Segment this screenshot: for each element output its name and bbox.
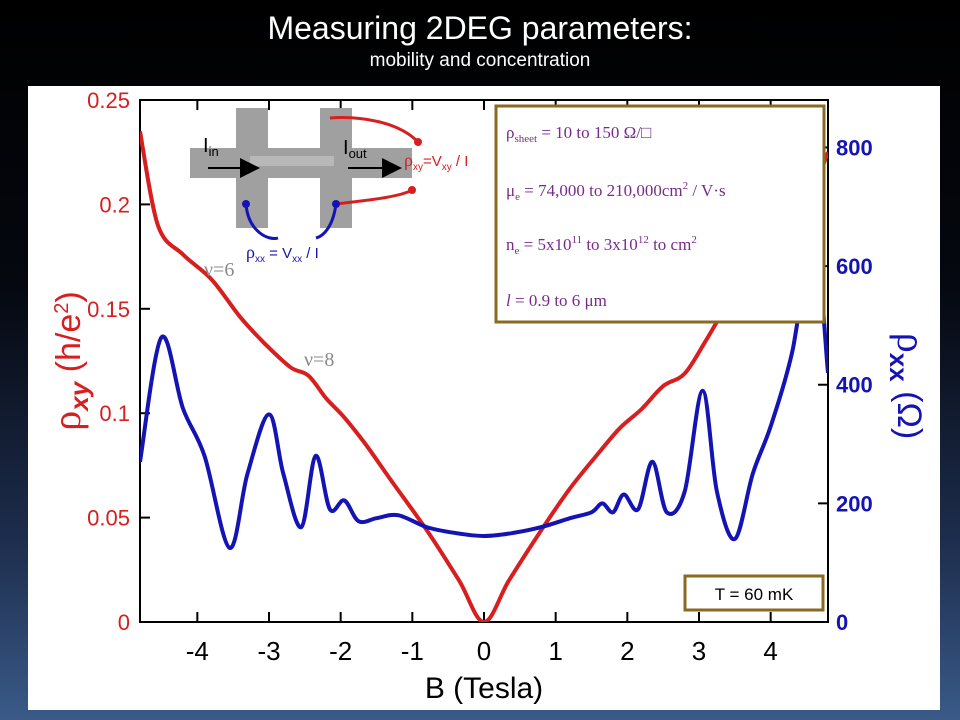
hall-bar-schematic: Iin Iout ρxy=Vxy / I ρxx = Vxx / I: [190, 108, 468, 265]
slide-subtitle: mobility and concentration: [369, 50, 591, 71]
y-tick-label-left-4: 0.2: [99, 192, 130, 217]
figure-panel: -4 -3 -2 -1 0 1 2 3 4 0 0.05 0.1 0.15 0.2 0.25 0 200 400 6…: [28, 86, 940, 710]
y-tick-label-right-4: 800: [836, 135, 873, 160]
i-out-label: Iout: [343, 137, 367, 161]
chart-svg: -4 -3 -2 -1 0 1 2 3 4 0 0.05 0.1 0.15 0.2 0.25 0 200 400 6…: [44, 88, 934, 705]
x-tick-label-7: 3: [692, 636, 706, 666]
y-tick-label-right-2: 400: [836, 373, 873, 398]
x-tick-label-1: -3: [257, 636, 280, 666]
x-tick-label-0: -4: [186, 636, 209, 666]
y-tick-label-right-3: 600: [836, 254, 873, 279]
tick-labels: -4 -3 -2 -1 0 1 2 3 4 0 0.05 0.1 0.15 0.2 0.25 0 200 400 6…: [87, 88, 873, 666]
temperature-box: T = 60 mK: [683, 574, 825, 612]
x-tick-label-2: -2: [329, 636, 352, 666]
param-sheet-resistance: ρsheet = 10 to 150 Ω/□: [506, 123, 651, 145]
y-tick-label-left-2: 0.1: [99, 401, 130, 426]
x-tick-label-3: -1: [401, 636, 424, 666]
y-tick-label-left-5: 0.25: [87, 88, 130, 113]
y-tick-label-left-0: 0: [118, 610, 130, 635]
nu6-annotation: ν=6: [204, 259, 234, 281]
nu8-annotation: ν=8: [304, 349, 334, 371]
y-axis-label-right: ρxx (Ω): [884, 333, 934, 439]
y-tick-label-left-3: 0.15: [87, 297, 130, 322]
x-axis-label: B (Tesla): [425, 672, 543, 705]
rho-xy-curve: [140, 130, 828, 622]
parameters-box: ρsheet = 10 to 150 Ω/□ μe = 74,000 to 21…: [494, 104, 826, 324]
x-tick-label-8: 4: [763, 636, 777, 666]
rho-xy-definition: ρxy=Vxy / I: [404, 150, 468, 173]
rho-xx-curve: [140, 234, 828, 550]
y-axis-label-left: ρxy (h/e2): [44, 291, 94, 430]
series-layer: [140, 130, 828, 622]
param-mobility: μe = 74,000 to 210,000cm2 / V·s: [506, 180, 726, 203]
temperature-label: T = 60 mK: [715, 585, 794, 604]
slide-title: Measuring 2DEG parameters:: [267, 10, 693, 46]
param-mean-free-path: l = 0.9 to 6 μm: [506, 291, 607, 310]
x-tick-label-5: 1: [548, 636, 562, 666]
y-tick-label-left-1: 0.05: [87, 506, 130, 531]
param-concentration: ne = 5x1011 to 3x1012 to cm2: [506, 234, 697, 257]
rho-xx-definition: ρxx = Vxx / I: [246, 242, 319, 265]
x-tick-label-4: 0: [477, 636, 491, 666]
y-tick-label-right-1: 200: [836, 491, 873, 516]
i-in-label: Iin: [203, 135, 219, 159]
x-tick-label-6: 2: [620, 636, 634, 666]
y-tick-label-right-0: 0: [836, 610, 848, 635]
